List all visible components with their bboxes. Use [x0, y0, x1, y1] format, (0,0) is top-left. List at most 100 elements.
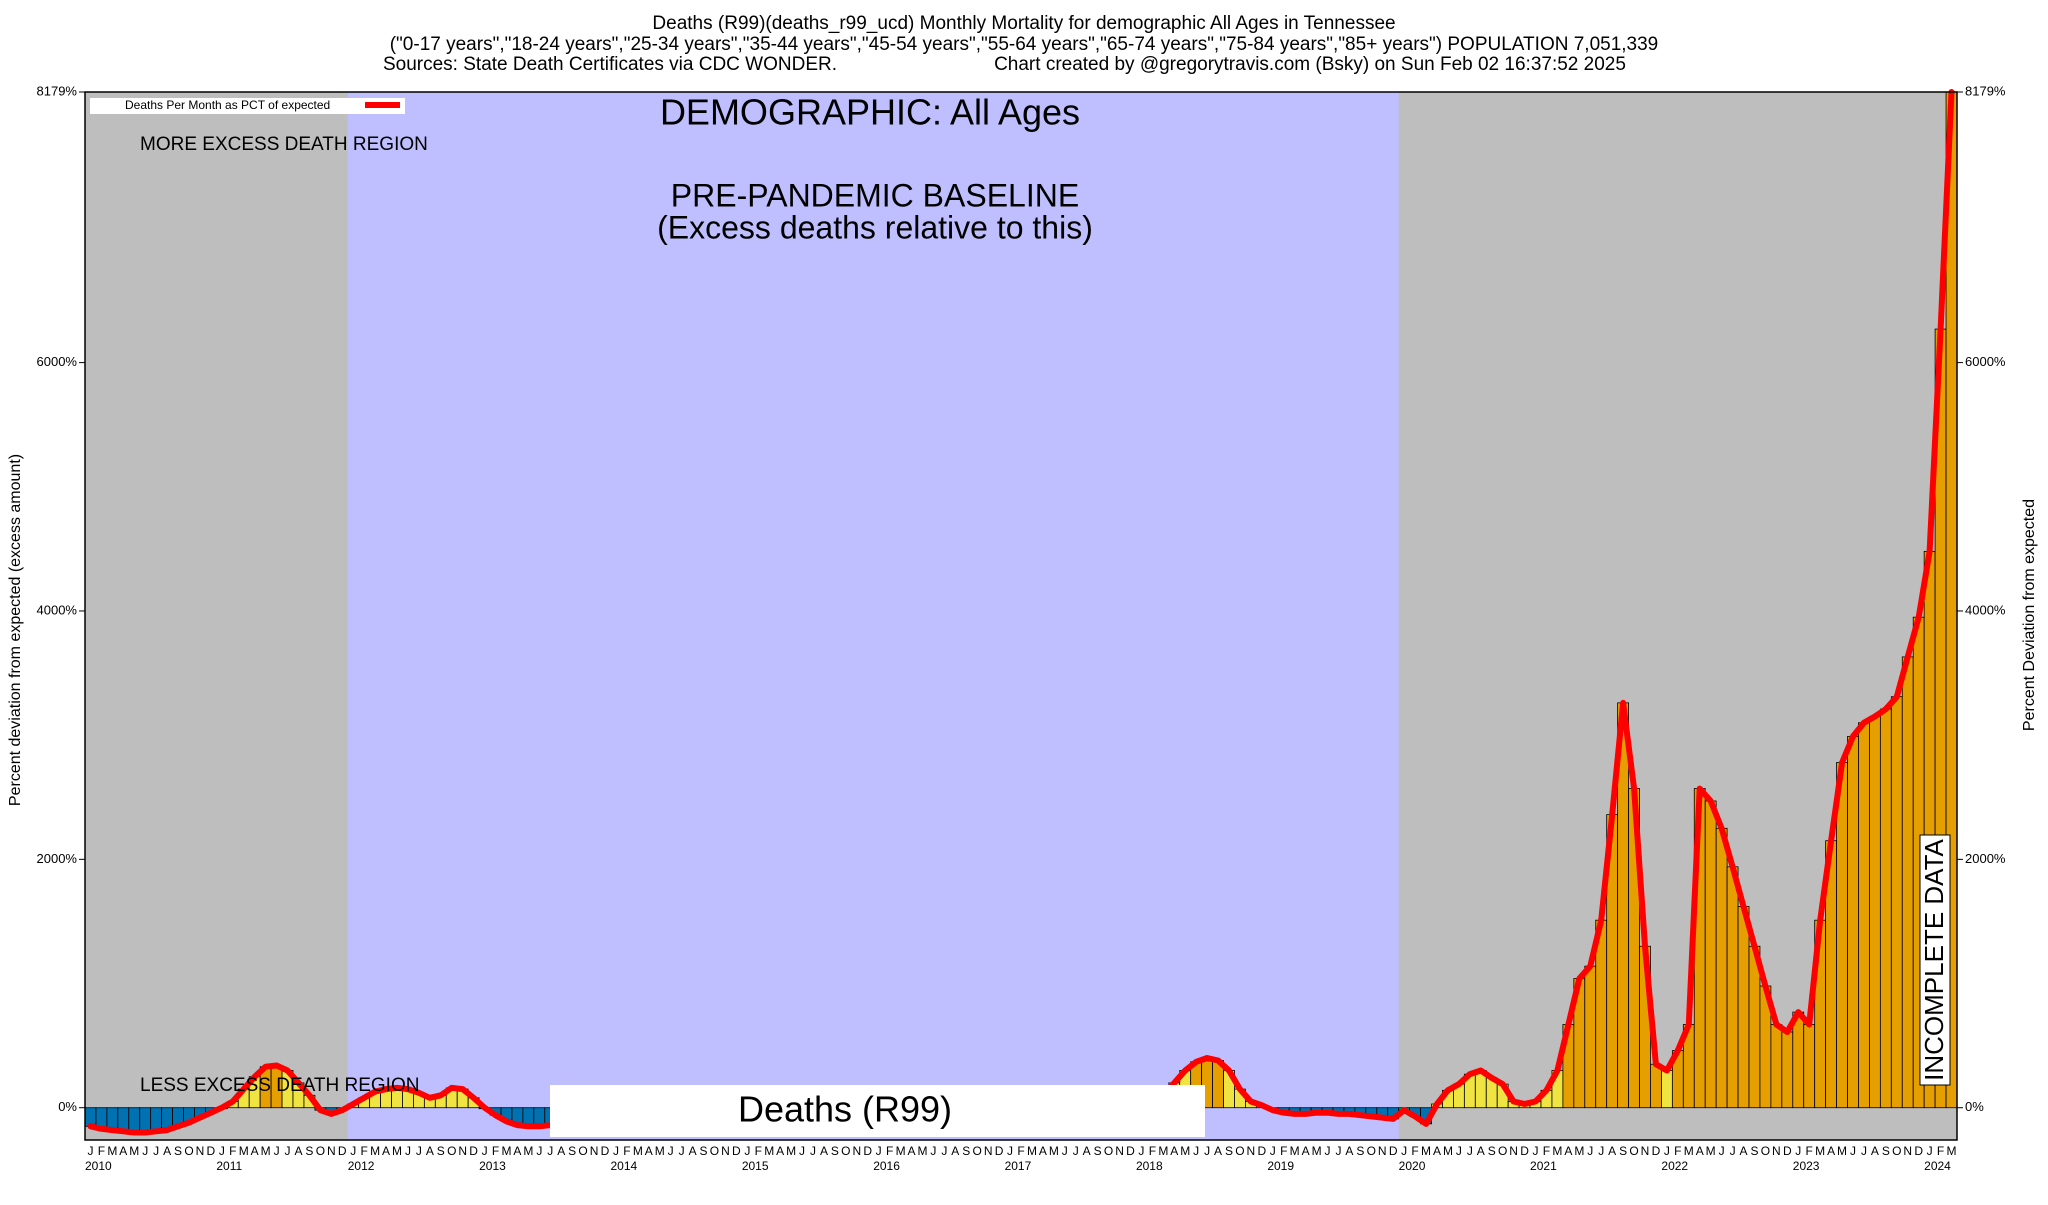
y2-tick-label: 0%	[1965, 1099, 1984, 1114]
x-tick-label: O	[1498, 1144, 1507, 1158]
legend-label: Deaths Per Month as PCT of expected	[125, 98, 330, 112]
bar	[1704, 800, 1717, 1109]
year-label: 2015	[742, 1159, 769, 1173]
x-tick-label: O	[447, 1144, 456, 1158]
x-tick-label: J	[1073, 1144, 1079, 1158]
year-label: 2019	[1267, 1159, 1294, 1173]
x-tick-label: N	[1247, 1144, 1256, 1158]
y-tick-label: 6000%	[37, 354, 78, 369]
annotation: MORE EXCESS DEATH REGION	[140, 134, 428, 155]
x-tick-label: A	[513, 1144, 521, 1158]
x-tick-label: F	[1806, 1144, 1813, 1158]
x-tick-label: M	[129, 1144, 139, 1158]
bar	[1650, 1063, 1662, 1109]
label-box	[550, 1085, 1205, 1137]
x-tick-label: D	[469, 1144, 478, 1158]
x-tick-label: J	[930, 1144, 936, 1158]
x-tick-label: F	[886, 1144, 893, 1158]
x-tick-label: S	[568, 1144, 576, 1158]
x-tick-label: F	[623, 1144, 630, 1158]
x-tick-label: J	[87, 1144, 93, 1158]
x-tick-label: N	[1115, 1144, 1124, 1158]
x-tick-label: M	[1312, 1144, 1322, 1158]
x-tick-label: M	[1574, 1144, 1584, 1158]
sources: Sources: State Death Certificates via CD…	[383, 54, 837, 75]
x-tick-label: N	[984, 1144, 993, 1158]
x-tick-label: M	[896, 1144, 906, 1158]
x-tick-label: F	[1149, 1144, 1156, 1158]
x-tick-label: D	[863, 1144, 872, 1158]
y-tick-label: 4000%	[37, 602, 78, 617]
x-tick-label: O	[710, 1144, 719, 1158]
x-tick-label: D	[1783, 1144, 1792, 1158]
x-tick-label: M	[786, 1144, 796, 1158]
x-tick-label: J	[1861, 1144, 1867, 1158]
x-tick-label: D	[601, 1144, 610, 1158]
x-tick-label: F	[1017, 1144, 1024, 1158]
x-tick-label: J	[1062, 1144, 1068, 1158]
x-tick-label: J	[876, 1144, 882, 1158]
annotation: PRE-PANDEMIC BASELINE	[671, 177, 1079, 213]
x-tick-label: D	[338, 1144, 347, 1158]
y-tick-label: 0%	[58, 1099, 77, 1114]
x-tick-label: A	[1564, 1144, 1572, 1158]
x-tick-label: O	[973, 1144, 982, 1158]
x-tick-label: J	[1138, 1144, 1144, 1158]
x-tick-label: D	[1389, 1144, 1398, 1158]
x-tick-label: S	[700, 1144, 708, 1158]
x-tick-label: J	[536, 1144, 542, 1158]
x-tick-label: J	[679, 1144, 685, 1158]
x-tick-label: S	[1882, 1144, 1890, 1158]
x-tick-label: S	[962, 1144, 970, 1158]
x-tick-label: A	[1083, 1144, 1091, 1158]
x-tick-label: J	[1467, 1144, 1473, 1158]
year-label: 2023	[1793, 1159, 1820, 1173]
x-tick-label: M	[261, 1144, 271, 1158]
x-tick-label: J	[668, 1144, 674, 1158]
x-tick-label: M	[1684, 1144, 1694, 1158]
x-tick-label: D	[1126, 1144, 1135, 1158]
x-tick-label: M	[107, 1144, 117, 1158]
x-tick-label: M	[1421, 1144, 1431, 1158]
x-tick-label: S	[1356, 1144, 1364, 1158]
x-tick-label: J	[1850, 1144, 1856, 1158]
year-label: 2014	[610, 1159, 637, 1173]
x-tick-label: F	[98, 1144, 105, 1158]
x-tick-label: M	[633, 1144, 643, 1158]
bar	[1792, 1011, 1805, 1109]
x-tick-label: J	[1325, 1144, 1331, 1158]
x-tick-label: M	[523, 1144, 533, 1158]
x-tick-label: D	[1520, 1144, 1529, 1158]
x-tick-label: O	[1104, 1144, 1113, 1158]
x-tick-label: A	[1214, 1144, 1222, 1158]
x-tick-label: J	[219, 1144, 225, 1158]
x-tick-label: F	[755, 1144, 762, 1158]
x-tick-label: N	[1903, 1144, 1912, 1158]
x-tick-label: J	[274, 1144, 280, 1158]
year-label: 2011	[216, 1159, 242, 1173]
annotation: LESS EXCESS DEATH REGION	[140, 1075, 419, 1096]
year-label: 2024	[1924, 1159, 1951, 1173]
bar	[1770, 1024, 1783, 1109]
x-tick-label: O	[316, 1144, 325, 1158]
x-tick-label: S	[1619, 1144, 1627, 1158]
x-tick-label: J	[285, 1144, 291, 1158]
bar	[117, 1107, 130, 1132]
plot-frame	[84, 91, 1958, 1141]
x-tick-label: F	[1937, 1144, 1944, 1158]
x-tick-label: N	[852, 1144, 861, 1158]
bar	[128, 1107, 141, 1133]
bar	[1726, 866, 1739, 1109]
x-tick-label: D	[995, 1144, 1004, 1158]
year-label: 2010	[85, 1159, 112, 1173]
x-tick-label: N	[1378, 1144, 1387, 1158]
x-tick-label: M	[392, 1144, 402, 1158]
x-tick-label: J	[142, 1144, 148, 1158]
x-tick-label: J	[1533, 1144, 1539, 1158]
x-tick-label: M	[1443, 1144, 1453, 1158]
x-tick-label: J	[1335, 1144, 1341, 1158]
annotation: DEMOGRAPHIC: All Ages	[660, 92, 1080, 133]
bar	[1781, 1031, 1794, 1109]
x-tick-label: A	[908, 1144, 916, 1158]
x-tick-label: M	[1837, 1144, 1847, 1158]
